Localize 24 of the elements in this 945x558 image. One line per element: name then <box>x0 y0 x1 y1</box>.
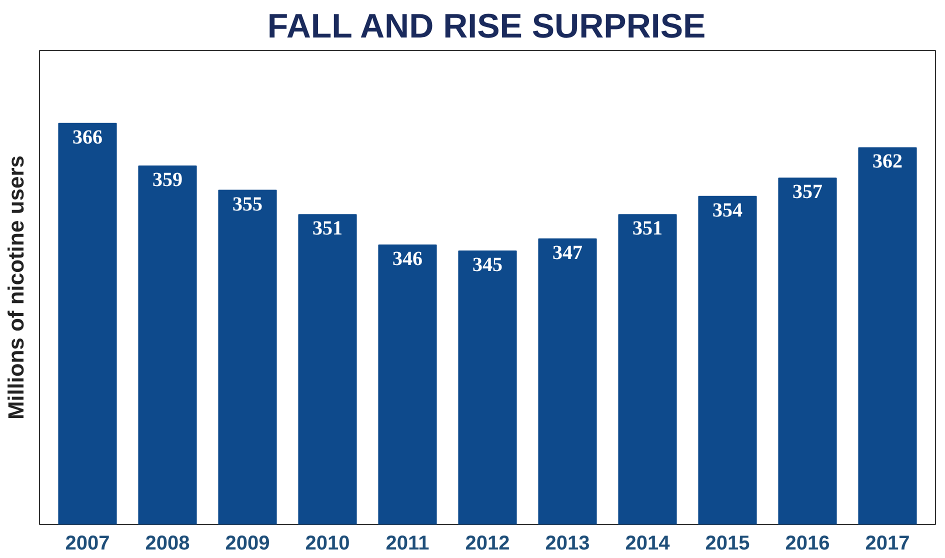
x-tick-label: 2011 <box>386 532 430 554</box>
data-label: 366 <box>72 126 102 148</box>
chart-title: FALL AND RISE SURPRISE <box>267 8 706 46</box>
x-tick-label: 2007 <box>65 532 110 554</box>
x-tick-label: 2010 <box>305 532 350 554</box>
x-tick-label: 2016 <box>785 532 830 554</box>
data-label: 345 <box>472 254 502 276</box>
data-label: 362 <box>872 150 902 173</box>
x-tick-label: 2014 <box>625 532 671 554</box>
data-label: 347 <box>552 242 582 264</box>
y-axis-title: Millions of nicotine users <box>4 155 28 420</box>
data-label: 354 <box>712 199 742 222</box>
data-label: 351 <box>312 218 342 240</box>
data-label: 346 <box>392 248 422 270</box>
data-label: 359 <box>152 168 182 191</box>
x-tick-label: 2013 <box>545 532 590 554</box>
data-label: 357 <box>792 181 822 204</box>
x-tick-label: 2009 <box>225 532 270 554</box>
x-tick-label: 2012 <box>465 532 510 554</box>
x-tick-label: 2008 <box>145 532 190 554</box>
data-label: 351 <box>632 218 662 240</box>
x-tick-label: 2017 <box>865 532 910 554</box>
x-tick-label: 2015 <box>705 532 750 554</box>
data-label: 355 <box>232 193 262 216</box>
